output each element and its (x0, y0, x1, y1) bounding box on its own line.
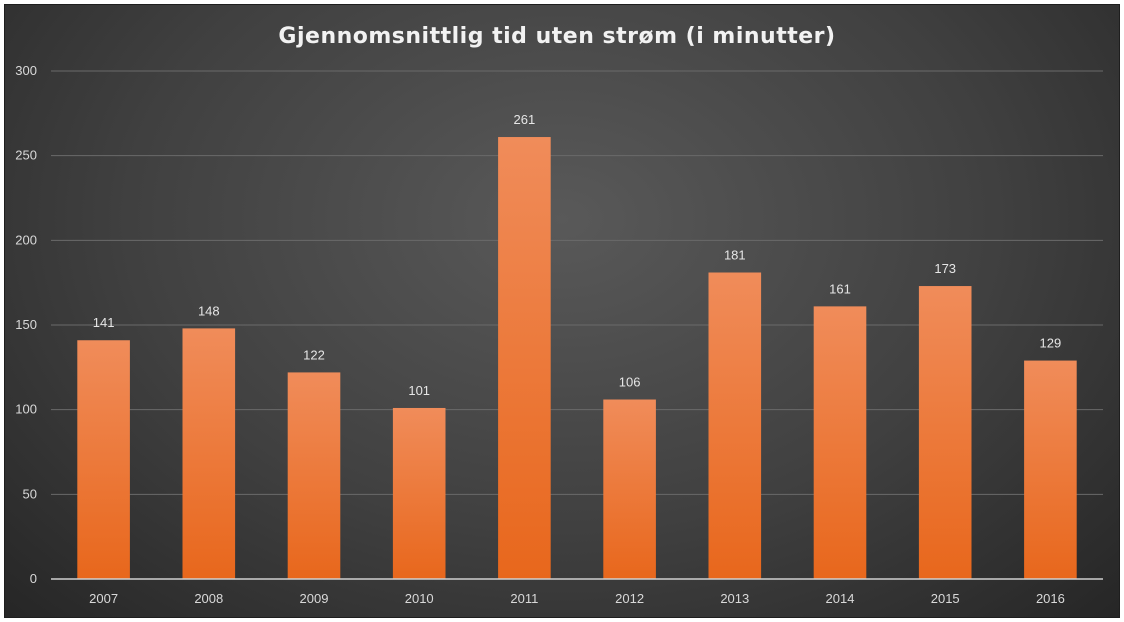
data-label-2013: 181 (724, 248, 746, 263)
bar-2011 (498, 137, 551, 580)
x-tick-label: 2011 (510, 591, 538, 606)
x-tick-label: 2013 (720, 591, 749, 606)
data-label-2015: 173 (934, 261, 956, 276)
x-tick-label: 2016 (1036, 591, 1065, 606)
y-tick-label: 200 (15, 232, 37, 247)
x-tick-label: 2010 (405, 591, 434, 606)
bar-2007 (77, 340, 130, 579)
data-label-2011: 261 (514, 112, 536, 127)
bar-2009 (287, 372, 341, 579)
data-label-2010: 101 (408, 383, 430, 398)
x-tick-label: 2009 (300, 591, 329, 606)
bar-2013 (708, 272, 762, 579)
bar-chart: Gjennomsnittlig tid uten strøm (i minutt… (15, 24, 1103, 606)
data-label-2014: 161 (829, 281, 851, 296)
bar-2016 (1024, 360, 1077, 579)
data-label-2007: 141 (93, 315, 115, 330)
bars (77, 137, 1077, 580)
y-axis-ticks: 0 50 100 150 200 250 300 (15, 63, 37, 586)
x-tick-label: 2008 (194, 591, 223, 606)
x-tick-label: 2012 (615, 591, 644, 606)
chart-title: Gjennomsnittlig tid uten strøm (i minutt… (278, 24, 835, 49)
y-tick-label: 50 (23, 486, 37, 501)
x-tick-label: 2015 (931, 591, 960, 606)
y-tick-label: 250 (15, 148, 37, 163)
x-tick-label: 2007 (89, 591, 118, 606)
data-label-2012: 106 (619, 375, 641, 390)
y-tick-label: 0 (30, 571, 37, 586)
bar-2014 (813, 306, 867, 579)
y-tick-label: 100 (15, 402, 37, 417)
bar-2012 (603, 399, 656, 579)
data-label-2009: 122 (303, 347, 325, 362)
data-labels: 141 148 122 101 261 106 181 161 173 129 (93, 112, 1062, 398)
chart-area: Gjennomsnittlig tid uten strøm (i minutt… (4, 4, 1120, 618)
y-tick-label: 300 (15, 63, 37, 78)
x-tick-label: 2014 (826, 591, 855, 606)
y-tick-label: 150 (15, 317, 37, 332)
bar-2015 (918, 286, 972, 579)
data-label-2008: 148 (198, 303, 220, 318)
bar-2010 (392, 407, 446, 579)
bar-2008 (182, 328, 236, 579)
x-axis-ticks: 2007 2008 2009 2010 2011 2012 2013 2014 2015 2016 (89, 591, 1065, 606)
data-label-2016: 129 (1040, 336, 1062, 351)
